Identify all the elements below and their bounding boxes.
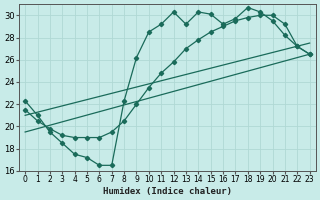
X-axis label: Humidex (Indice chaleur): Humidex (Indice chaleur)	[103, 187, 232, 196]
